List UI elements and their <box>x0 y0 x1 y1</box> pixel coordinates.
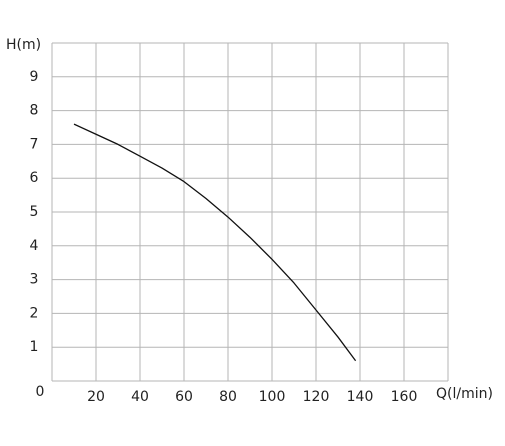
y-tick-label: 6 <box>30 170 39 186</box>
y-tick-label: 8 <box>30 103 39 119</box>
y-tick-label: 2 <box>30 305 39 321</box>
x-axis-label: Q(l/min) <box>436 386 493 402</box>
x-tick-label: 20 <box>87 389 105 405</box>
x-tick-label: 160 <box>391 389 418 405</box>
y-axis-label: H(m) <box>6 37 41 53</box>
y-tick-label: 3 <box>30 272 39 288</box>
curve <box>73 123 357 362</box>
y-tick-label: 1 <box>30 339 39 355</box>
y-tick-label: 5 <box>30 204 39 220</box>
x-tick-label: 100 <box>259 389 286 405</box>
x-tick-label: 60 <box>175 389 193 405</box>
x-tick-label: 0 <box>36 384 45 400</box>
x-tick-label: 120 <box>303 389 330 405</box>
y-tick-label: 4 <box>30 238 39 254</box>
y-tick-label: 7 <box>30 136 39 152</box>
x-tick-label: 80 <box>219 389 237 405</box>
x-tick-label: 140 <box>347 389 374 405</box>
x-tick-label: 40 <box>131 389 149 405</box>
y-tick-label: 9 <box>30 69 39 85</box>
